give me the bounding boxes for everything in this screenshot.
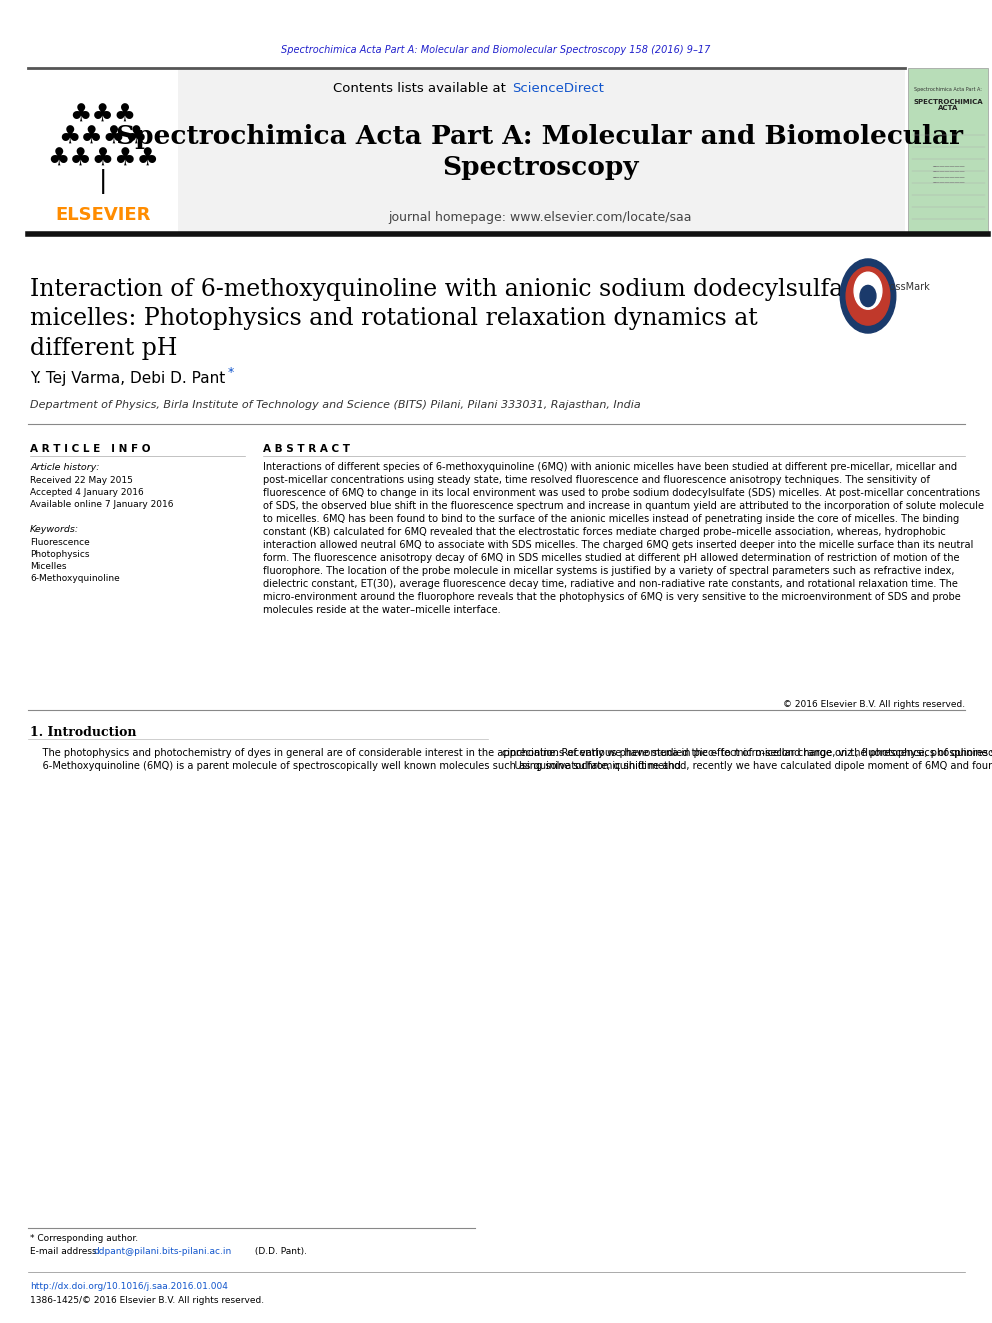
Text: © 2016 Elsevier B.V. All rights reserved.: © 2016 Elsevier B.V. All rights reserved…: [783, 700, 965, 709]
Text: Y. Tej Varma, Debi D. Pant: Y. Tej Varma, Debi D. Pant: [30, 370, 230, 386]
Text: (D.D. Pant).: (D.D. Pant).: [252, 1248, 307, 1256]
Text: Received 22 May 2015: Received 22 May 2015: [30, 476, 133, 486]
Text: The photophysics and photochemistry of dyes in general are of considerable inter: The photophysics and photochemistry of d…: [30, 747, 992, 771]
Text: ScienceDirect: ScienceDirect: [512, 82, 604, 94]
Bar: [28, 67, 905, 232]
Text: Spectrochimica Acta Part A: Molecular and Biomolecular
Spectroscopy: Spectrochimica Acta Part A: Molecular an…: [116, 124, 963, 180]
Text: A R T I C L E   I N F O: A R T I C L E I N F O: [30, 445, 151, 454]
Text: Micelles: Micelles: [30, 562, 66, 572]
Text: A B S T R A C T: A B S T R A C T: [263, 445, 350, 454]
Text: 1. Introduction: 1. Introduction: [30, 726, 137, 740]
Text: Photophysics: Photophysics: [30, 550, 89, 560]
Text: 6-Methoxyquinoline: 6-Methoxyquinoline: [30, 574, 120, 583]
Text: Accepted 4 January 2016: Accepted 4 January 2016: [30, 488, 144, 497]
Circle shape: [846, 267, 890, 325]
Text: Department of Physics, Birla Institute of Technology and Science (BITS) Pilani, : Department of Physics, Birla Institute o…: [30, 400, 641, 410]
Text: Interaction of 6-methoxyquinoline with anionic sodium dodecylsulfate
micelles: P: Interaction of 6-methoxyquinoline with a…: [30, 278, 867, 360]
Circle shape: [860, 286, 876, 307]
Text: 1386-1425/© 2016 Elsevier B.V. All rights reserved.: 1386-1425/© 2016 Elsevier B.V. All right…: [30, 1297, 264, 1304]
Text: ─────────────
─────────────
─────────────
─────────────: ───────────── ───────────── ────────────…: [931, 165, 964, 185]
Text: E-mail address:: E-mail address:: [30, 1248, 102, 1256]
Text: CrossMark: CrossMark: [880, 282, 930, 292]
Text: Spectrochimica Acta Part A:: Spectrochimica Acta Part A:: [914, 87, 982, 93]
Text: http://dx.doi.org/10.1016/j.saa.2016.01.004: http://dx.doi.org/10.1016/j.saa.2016.01.…: [30, 1282, 228, 1291]
Text: Fluorescence: Fluorescence: [30, 538, 89, 546]
Text: ddpant@pilani.bits-pilani.ac.in: ddpant@pilani.bits-pilani.ac.in: [94, 1248, 232, 1256]
Text: Article history:: Article history:: [30, 463, 99, 472]
Text: Interactions of different species of 6-methoxyquinoline (6MQ) with anionic micel: Interactions of different species of 6-m…: [263, 462, 984, 615]
Text: *: *: [228, 366, 234, 378]
Text: Keywords:: Keywords:: [30, 525, 79, 534]
Text: journal homepage: www.elsevier.com/locate/saa: journal homepage: www.elsevier.com/locat…: [388, 212, 691, 225]
Text: ELSEVIER: ELSEVIER: [56, 206, 151, 224]
Text: cinchonine. Recently we have studied the effect of micellar charge on the photop: cinchonine. Recently we have studied the…: [502, 747, 992, 771]
Text: * Corresponding author.: * Corresponding author.: [30, 1234, 138, 1244]
Bar: [28, 67, 178, 232]
Text: SPECTROCHIMICA
ACTA: SPECTROCHIMICA ACTA: [914, 98, 983, 111]
Text: Spectrochimica Acta Part A: Molecular and Biomolecular Spectroscopy 158 (2016) 9: Spectrochimica Acta Part A: Molecular an…: [282, 45, 710, 56]
Text: ♣♣♣
♣♣♣♣
♣♣♣♣♣
  |: ♣♣♣ ♣♣♣♣ ♣♣♣♣♣ |: [47, 102, 159, 193]
Circle shape: [854, 273, 882, 310]
Text: Contents lists available at: Contents lists available at: [333, 82, 510, 94]
Circle shape: [840, 259, 896, 333]
Bar: [908, 67, 988, 232]
Text: Available online 7 January 2016: Available online 7 January 2016: [30, 500, 174, 509]
